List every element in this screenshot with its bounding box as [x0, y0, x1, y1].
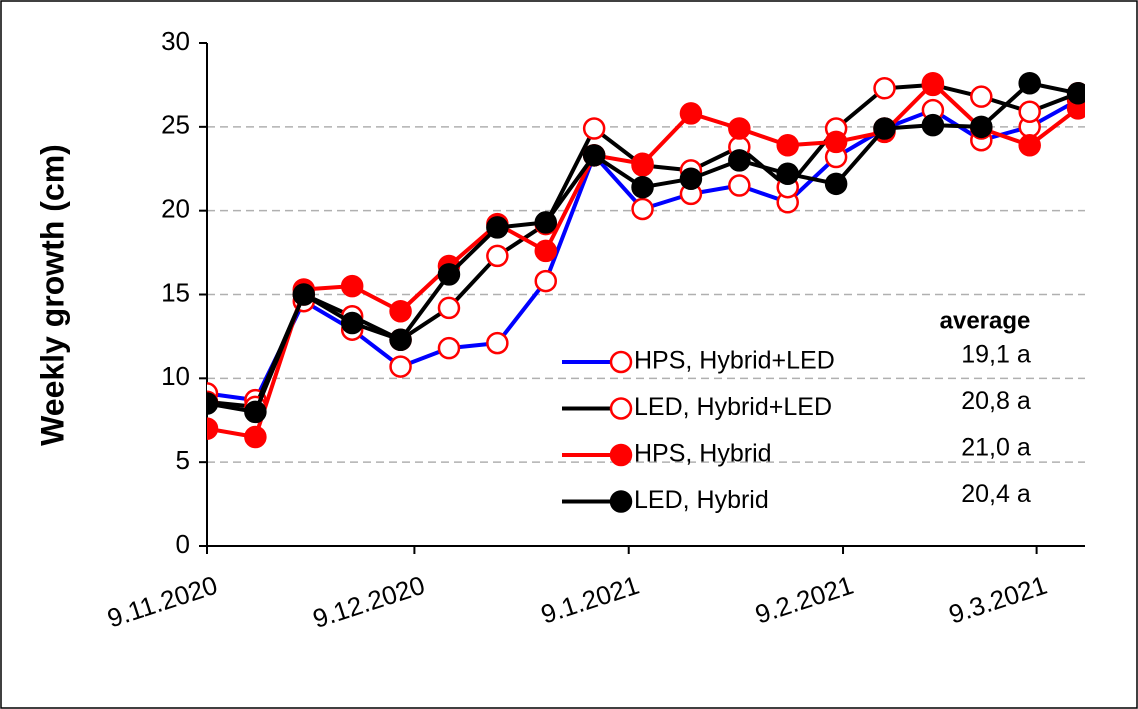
point — [1018, 100, 1041, 123]
point — [728, 174, 751, 197]
point — [244, 400, 267, 424]
point — [437, 336, 461, 360]
point — [389, 355, 412, 378]
y-tick-label: 5 — [176, 445, 190, 475]
point — [631, 152, 654, 175]
point — [921, 113, 945, 137]
point — [582, 117, 606, 140]
point — [873, 117, 896, 140]
legend-marker — [609, 443, 633, 467]
point — [486, 331, 509, 355]
point — [631, 175, 654, 199]
y-tick-label: 15 — [161, 277, 190, 307]
legend-label: HPS, Hybrid — [634, 440, 772, 468]
y-tick-label: 25 — [161, 110, 190, 140]
point — [207, 392, 219, 415]
legend-average: 20,8 a — [961, 387, 1031, 415]
y-tick-label: 20 — [161, 194, 190, 224]
legend-average: 20,4 a — [961, 480, 1031, 508]
legend-marker — [609, 350, 633, 374]
point — [389, 328, 412, 352]
point — [776, 134, 799, 157]
legend-label: HPS, Hybrid+LED — [634, 347, 835, 375]
point — [631, 197, 654, 221]
point — [534, 211, 558, 234]
point — [824, 172, 848, 196]
y-tick-label: 10 — [161, 361, 190, 391]
point — [244, 425, 267, 449]
legend-average: 19,1 a — [961, 341, 1031, 369]
point — [873, 77, 896, 100]
point — [776, 162, 799, 186]
legend-average: 21,0 a — [961, 434, 1031, 462]
point — [1018, 71, 1041, 95]
point — [679, 102, 703, 125]
legend-label: LED, Hybrid — [634, 486, 769, 514]
y-axis-title: Weekly growth (cm) — [34, 144, 70, 446]
plot-area — [207, 71, 1085, 449]
point — [582, 144, 606, 167]
point — [534, 269, 558, 293]
point — [437, 296, 461, 320]
legend-marker — [609, 397, 633, 420]
point — [970, 115, 993, 139]
point — [824, 130, 848, 154]
y-tick-label: 0 — [176, 529, 190, 559]
point — [389, 300, 412, 323]
point — [679, 167, 703, 191]
point — [728, 117, 751, 140]
y-tick-label: 30 — [161, 26, 190, 56]
point — [207, 417, 219, 440]
point — [292, 283, 316, 306]
point — [340, 274, 364, 298]
point — [970, 85, 993, 108]
point — [437, 263, 461, 286]
legend-marker — [609, 490, 633, 513]
point — [921, 71, 945, 95]
point — [486, 216, 509, 239]
point — [340, 311, 364, 335]
point — [534, 239, 558, 263]
point — [1018, 134, 1041, 157]
point — [1066, 82, 1085, 105]
legend-label: LED, Hybrid+LED — [634, 393, 832, 421]
point — [728, 149, 751, 172]
legend-title: average — [940, 307, 1031, 334]
point — [486, 244, 509, 268]
